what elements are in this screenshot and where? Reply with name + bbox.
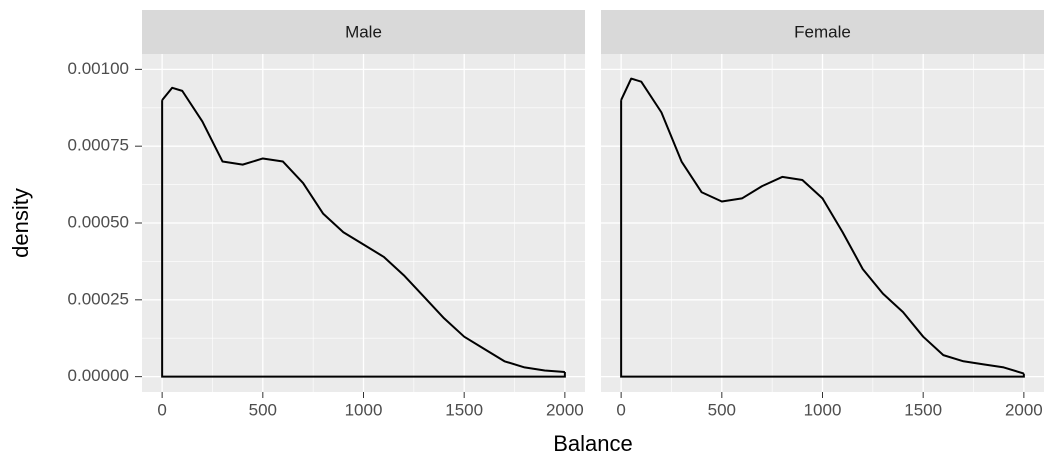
x-tick-label: 1500 <box>445 400 483 419</box>
x-axis-label: Balance <box>553 431 633 456</box>
y-tick-label: 0.00000 <box>68 366 129 385</box>
density-baseline <box>161 100 566 378</box>
x-tick-label: 2000 <box>546 400 584 419</box>
y-tick-label: 0.00100 <box>68 59 129 78</box>
facet-title: Female <box>794 22 851 41</box>
x-tick-label: 500 <box>249 400 277 419</box>
x-tick-label: 1500 <box>904 400 942 419</box>
facet-strip <box>142 10 585 54</box>
facet-strip <box>601 10 1044 54</box>
x-tick-label: 1000 <box>804 400 842 419</box>
y-tick-label: 0.00050 <box>68 212 129 231</box>
x-tick-label: 0 <box>157 400 166 419</box>
x-tick-label: 0 <box>616 400 625 419</box>
x-tick-label: 1000 <box>345 400 383 419</box>
facet-title: Male <box>345 22 382 41</box>
density-line <box>161 86 565 374</box>
density-line <box>620 77 1025 375</box>
y-axis-label: density <box>8 188 33 258</box>
x-tick-label: 500 <box>708 400 736 419</box>
y-tick-label: 0.00075 <box>68 136 129 155</box>
y-tick-label: 0.00025 <box>68 289 129 308</box>
density-baseline <box>620 100 1025 378</box>
x-tick-label: 2000 <box>1005 400 1043 419</box>
